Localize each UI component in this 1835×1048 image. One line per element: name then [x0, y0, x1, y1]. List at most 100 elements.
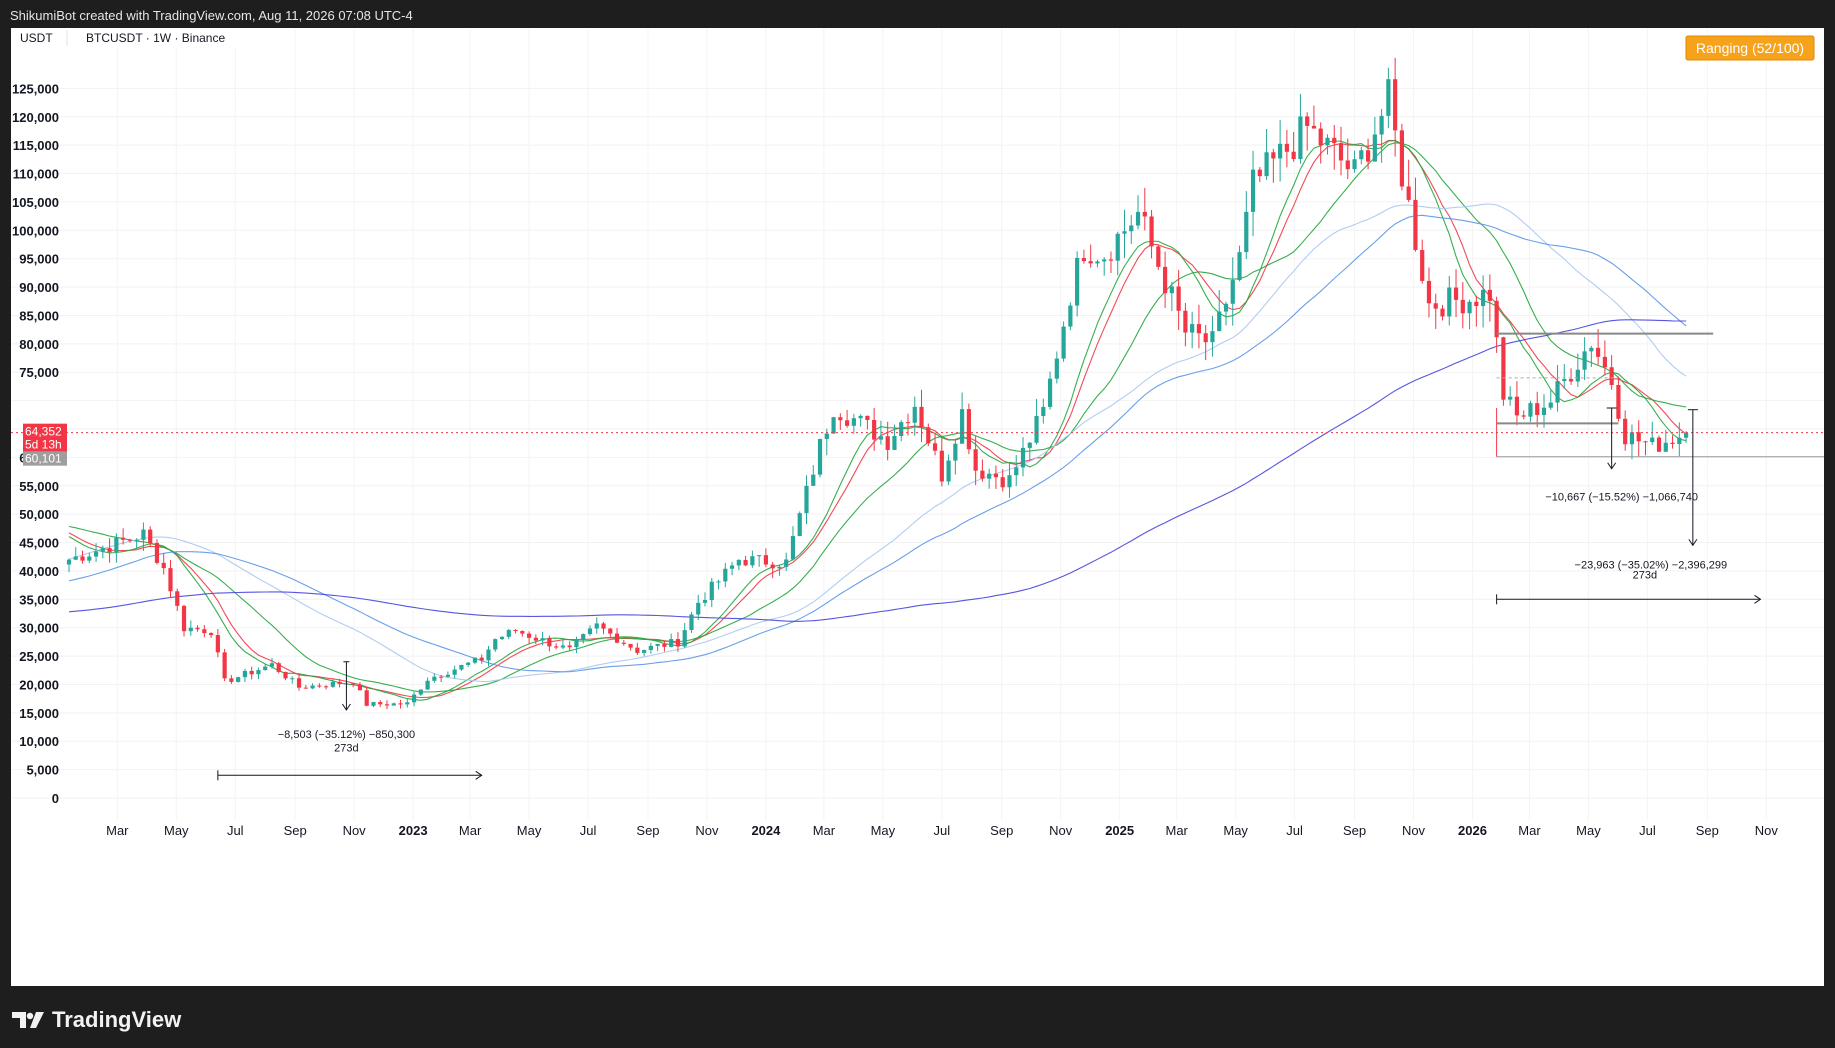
y-tick-label: 10,000 — [19, 734, 59, 749]
candle-body — [709, 581, 714, 601]
moving-average-line — [68, 139, 1687, 701]
level-price-value: 60,101 — [25, 452, 62, 466]
x-tick-label: Sep — [990, 823, 1013, 838]
x-tick-label: Nov — [695, 823, 719, 838]
candle-body — [1683, 432, 1689, 438]
candle-body — [1379, 115, 1384, 135]
status-badge — [1685, 35, 1815, 61]
candle-body — [1460, 299, 1465, 314]
candle-body — [1677, 437, 1682, 444]
candle-body — [1135, 211, 1141, 226]
y-tick-label: 90,000 — [19, 280, 59, 295]
candle-body — [892, 435, 897, 450]
tradingview-logo[interactable]: TradingView — [12, 1007, 181, 1033]
candle-body — [1575, 369, 1580, 382]
candle-body — [73, 556, 78, 560]
candle-body — [168, 568, 173, 592]
candle-body — [1501, 337, 1506, 400]
candle-body — [1338, 143, 1344, 161]
candle-body — [817, 439, 823, 475]
candle-body — [1027, 442, 1032, 448]
candle-body — [601, 623, 606, 629]
candle-body — [330, 681, 335, 687]
y-tick-label: 35,000 — [19, 592, 59, 607]
y-tick-label: 15,000 — [19, 706, 59, 721]
candle-body — [554, 646, 559, 648]
candle-body — [1372, 134, 1377, 162]
candle-body — [635, 647, 640, 653]
candle-body — [1196, 324, 1202, 334]
top-caption-bar: ShikumiBot created with TradingView.com,… — [0, 0, 1835, 28]
moving-average-line — [68, 142, 1687, 693]
y-tick-label: 30,000 — [19, 621, 59, 636]
candle-body — [222, 652, 227, 679]
x-tick-label: 2026 — [1458, 823, 1487, 838]
candle-body — [215, 635, 220, 653]
candle-body — [1494, 300, 1499, 338]
y-tick-label: 80,000 — [19, 337, 59, 352]
candle-body — [878, 436, 884, 440]
x-tick-label: Jul — [227, 823, 244, 838]
candle-body — [283, 671, 288, 679]
y-tick-label: 125,000 — [12, 81, 59, 96]
candle-body — [425, 680, 430, 690]
candle-body — [161, 562, 166, 569]
y-tick-label: 120,000 — [12, 110, 59, 125]
x-tick-label: Nov — [1402, 823, 1426, 838]
candle-body — [1663, 442, 1668, 452]
last-price-tag — [23, 423, 67, 452]
candle-body — [1521, 415, 1526, 417]
candle-body — [263, 666, 268, 671]
candle-body — [1311, 125, 1317, 129]
candle-body — [689, 614, 694, 631]
moving-average-line — [68, 319, 1687, 622]
candle-body — [1034, 415, 1039, 443]
candle-body — [993, 473, 999, 478]
candle-body — [770, 564, 775, 569]
candle-body — [486, 649, 491, 661]
candle-body — [296, 678, 302, 688]
candle-body — [1616, 384, 1621, 419]
candle-body — [1514, 396, 1520, 416]
candle-body — [236, 677, 241, 682]
candle-body — [459, 664, 464, 670]
x-tick-label: Jul — [934, 823, 951, 838]
candle-body — [1217, 311, 1222, 332]
candle-body — [831, 417, 836, 434]
chart-panel[interactable]: −8,503 (−35.12%) −850,300 273d −10,667 (−1… — [11, 28, 1824, 986]
candle-body — [1447, 287, 1452, 317]
candle-body — [1047, 378, 1053, 407]
candle-body — [1190, 324, 1195, 333]
candle-body — [1020, 447, 1026, 468]
candle-body — [946, 460, 951, 482]
candle-body — [777, 566, 782, 569]
candle-body — [1000, 477, 1005, 488]
candle-body — [1041, 406, 1046, 416]
candles — [66, 57, 1689, 710]
candle-body — [249, 670, 254, 675]
candle-body — [533, 637, 538, 641]
x-tick-label: May — [871, 823, 896, 838]
candle-body — [445, 674, 450, 677]
legend-symbol: BTCUSDT · 1W · Binance — [86, 31, 225, 45]
candle-body — [1305, 116, 1310, 126]
candle-body — [303, 687, 308, 689]
tradingview-logo-text: TradingView — [52, 1007, 182, 1032]
candle-body — [107, 548, 112, 553]
candle-body — [723, 568, 728, 582]
candle-body — [175, 591, 180, 606]
candle-body — [804, 485, 809, 514]
candle-body — [439, 676, 444, 678]
x-tick-label: Nov — [1049, 823, 1073, 838]
candle-body — [939, 450, 944, 482]
candle-body — [750, 556, 755, 566]
candle-body — [743, 560, 748, 566]
candle-body — [1609, 367, 1614, 385]
candle-body — [499, 636, 505, 640]
candle-body — [675, 639, 681, 647]
y-tick-label: 75,000 — [19, 365, 59, 380]
x-tick-label: May — [164, 823, 189, 838]
candle-body — [1426, 280, 1432, 304]
y-tick-label: 100,000 — [12, 223, 59, 238]
